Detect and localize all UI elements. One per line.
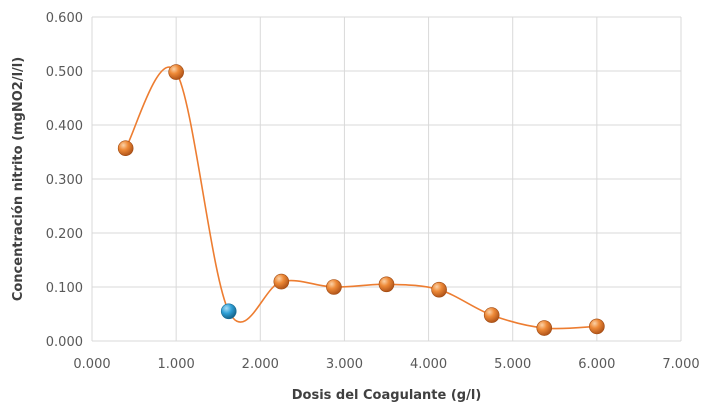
y-tick-label: 0.200 (46, 227, 83, 242)
y-tick-label: 0.300 (46, 173, 83, 188)
x-tick-label: 3.000 (326, 357, 363, 372)
data-point (589, 318, 605, 335)
x-axis-title: Dosis del Coagulante (g/l) (292, 388, 482, 403)
data-point-highlighted (220, 303, 237, 320)
x-axis-ticks: 0.000 1.000 2.000 3.000 4.000 5.000 6.000 7.000 (73, 357, 699, 372)
data-point (431, 281, 447, 298)
x-tick-label: 7.000 (662, 357, 699, 372)
series-line (124, 66, 597, 330)
data-point (117, 140, 134, 157)
data-point (168, 64, 184, 80)
x-tick-label: 4.000 (410, 357, 447, 372)
data-point (273, 273, 290, 290)
data-point (326, 279, 342, 295)
y-axis-ticks: 0.000 0.100 0.200 0.300 0.400 0.500 0.600 (46, 11, 83, 350)
data-points (117, 64, 605, 336)
data-point (483, 307, 500, 323)
y-axis-title: Concentración nitrito (mgNO2/l/l) (11, 57, 26, 301)
x-tick-label: 2.000 (242, 357, 279, 372)
x-tick-label: 5.000 (494, 357, 531, 372)
y-tick-label: 0.600 (46, 11, 83, 26)
y-tick-label: 0.500 (46, 65, 83, 80)
x-tick-label: 1.000 (158, 357, 195, 372)
grid-lines (91, 16, 682, 342)
x-tick-label: 0.000 (73, 357, 110, 372)
y-tick-label: 0.100 (46, 281, 83, 296)
data-point (378, 276, 395, 293)
y-tick-label: 0.400 (46, 119, 83, 134)
x-tick-label: 6.000 (578, 357, 615, 372)
data-point (536, 320, 553, 336)
y-tick-label: 0.000 (46, 335, 83, 350)
